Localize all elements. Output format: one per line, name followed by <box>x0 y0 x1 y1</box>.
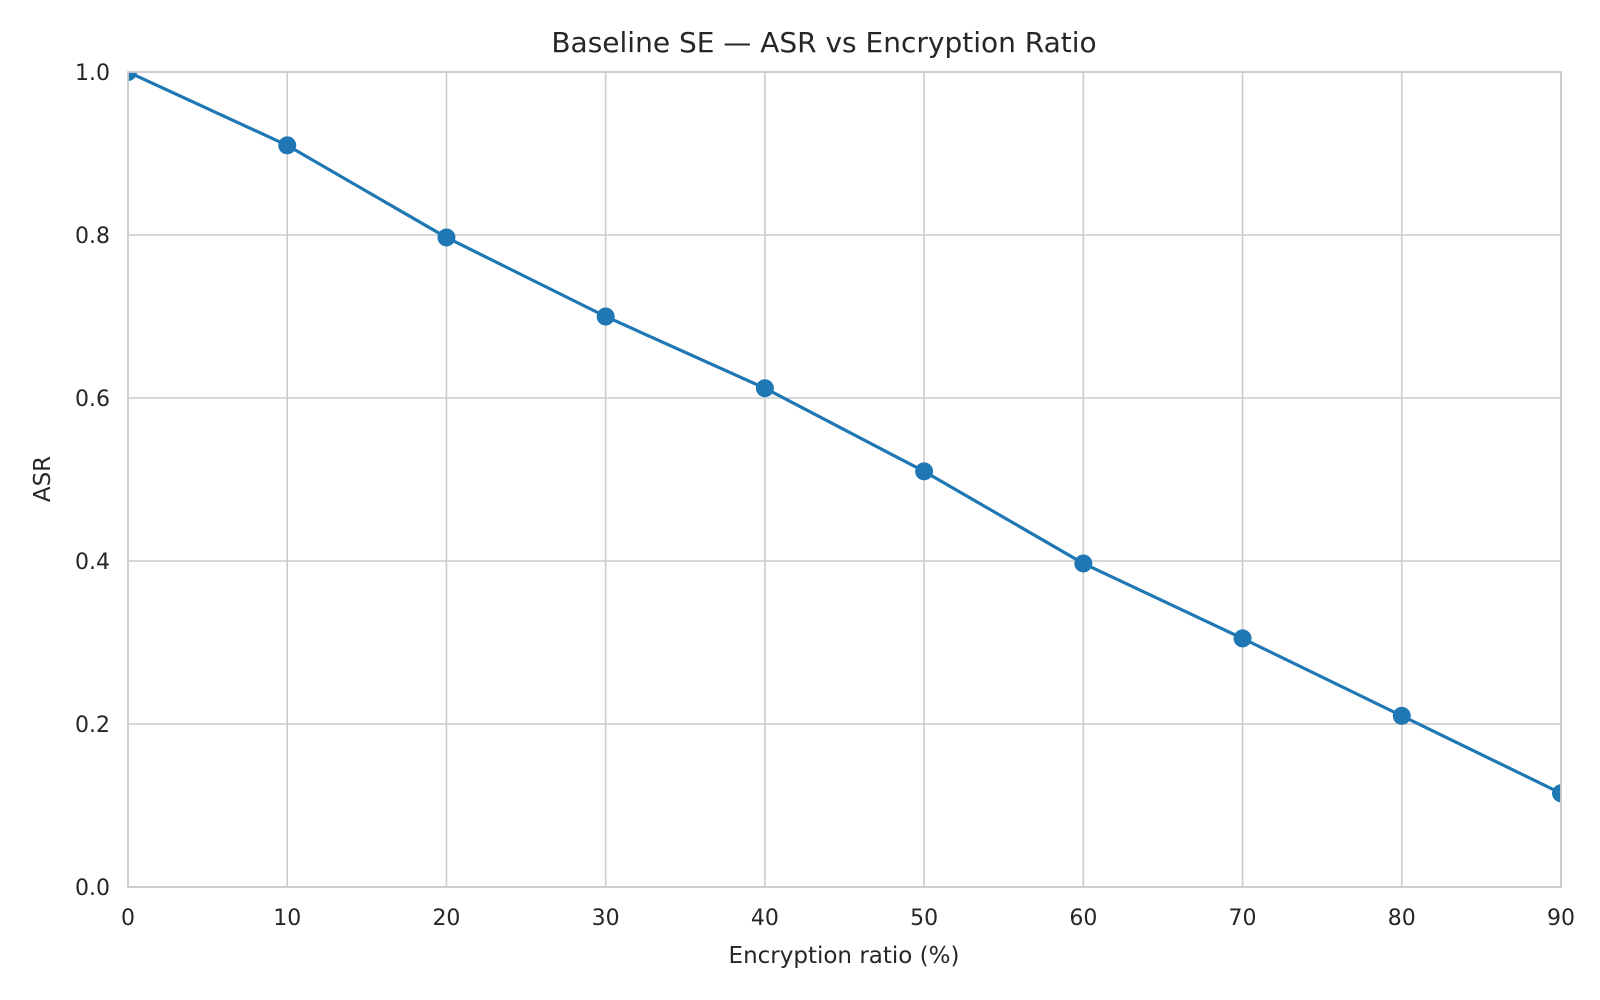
x-tick-label: 90 <box>1547 906 1575 931</box>
y-tick-label: 0.6 <box>75 387 110 412</box>
x-tick-labels: 0 10 20 30 40 50 60 70 80 90 <box>121 906 1575 931</box>
data-point <box>128 72 137 81</box>
x-tick-label: 20 <box>432 906 460 931</box>
data-point <box>1074 554 1093 573</box>
y-tick-label: 1.0 <box>75 61 110 86</box>
y-axis-label: ASR <box>30 456 56 502</box>
series-line <box>128 72 1561 795</box>
x-tick-label: 50 <box>910 906 938 931</box>
y-tick-labels: 0.0 0.2 0.4 0.6 0.8 1.0 <box>75 61 110 901</box>
x-axis-label: Encryption ratio (%) <box>729 943 960 969</box>
x-tick-label: 60 <box>1069 906 1097 931</box>
y-tick-label: 0.8 <box>75 224 110 249</box>
grid <box>127 71 1562 888</box>
x-tick-label: 80 <box>1388 906 1416 931</box>
x-tick-label: 70 <box>1229 906 1257 931</box>
data-point <box>915 462 934 481</box>
data-point <box>278 136 297 155</box>
data-point <box>437 228 456 247</box>
data-point <box>596 307 615 326</box>
x-tick-label: 10 <box>273 906 301 931</box>
series-0 <box>128 72 1561 803</box>
data-point <box>1233 629 1252 648</box>
data-point <box>1392 706 1411 725</box>
y-tick-label: 0.4 <box>75 550 110 575</box>
x-tick-label: 0 <box>121 906 135 931</box>
x-tick-label: 40 <box>751 906 779 931</box>
plot-frame <box>127 71 1562 888</box>
y-tick-label: 0.0 <box>75 876 110 901</box>
chart-title: Baseline SE — ASR vs Encryption Ratio <box>551 26 1096 59</box>
x-tick-label: 30 <box>592 906 620 931</box>
y-tick-label: 0.2 <box>75 713 110 738</box>
data-point <box>1552 784 1561 803</box>
plot-area <box>128 72 1561 803</box>
data-point <box>755 379 774 398</box>
